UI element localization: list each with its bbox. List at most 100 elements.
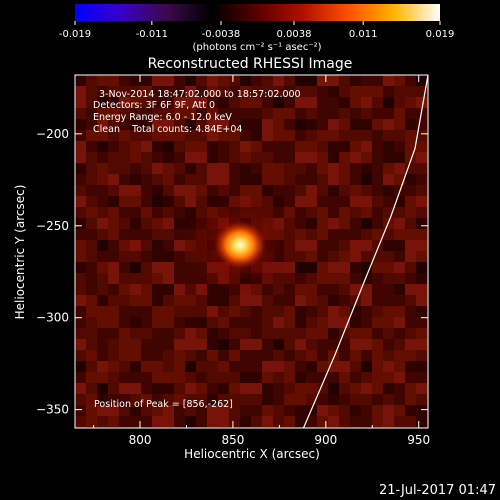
heatmap-cell [185, 262, 196, 273]
heatmap-cell [361, 295, 372, 306]
heatmap-cell [427, 130, 428, 141]
heatmap-cell [328, 185, 339, 196]
heatmap-cell [273, 86, 284, 97]
heatmap-cell [119, 174, 130, 185]
heatmap-cell [383, 361, 394, 372]
heatmap-cell [130, 328, 141, 339]
heatmap-cell [405, 207, 416, 218]
heatmap-cell [163, 218, 174, 229]
heatmap-cell [218, 328, 229, 339]
heatmap-cell [163, 130, 174, 141]
heatmap-cell [75, 163, 86, 174]
plot-frame [74, 74, 429, 429]
heatmap-cell [394, 295, 405, 306]
heatmap-cell [383, 317, 394, 328]
heatmap-cell [295, 405, 306, 416]
heatmap-cell [152, 405, 163, 416]
heatmap-cell [416, 97, 427, 108]
heatmap-cell [218, 185, 229, 196]
heatmap-cell [339, 350, 350, 361]
heatmap-cell [240, 163, 251, 174]
heatmap-cell [284, 394, 295, 405]
heatmap-cell [383, 97, 394, 108]
heatmap-cell [295, 196, 306, 207]
heatmap-cell [163, 416, 174, 427]
heatmap-cell [251, 350, 262, 361]
heatmap-cell [185, 207, 196, 218]
heatmap-cell [240, 394, 251, 405]
heatmap-cell [405, 229, 416, 240]
heatmap-cell [218, 350, 229, 361]
heatmap-cell [152, 328, 163, 339]
heatmap-cell [130, 152, 141, 163]
heatmap-cell [383, 339, 394, 350]
heatmap-cell [163, 350, 174, 361]
heatmap-cell [372, 350, 383, 361]
heatmap-cell [295, 383, 306, 394]
heatmap-cell [350, 273, 361, 284]
heatmap-cell [240, 383, 251, 394]
heatmap-cell [130, 295, 141, 306]
heatmap-cell [108, 251, 119, 262]
heatmap-cell [405, 196, 416, 207]
heatmap-cell [405, 350, 416, 361]
heatmap-cell [317, 174, 328, 185]
heatmap-cell [317, 295, 328, 306]
heatmap-cell [141, 394, 152, 405]
annotation-clean-counts: Clean Total counts: 4.84E+04 [93, 124, 242, 135]
heatmap-cell [273, 174, 284, 185]
heatmap-cell [328, 361, 339, 372]
heatmap-cell [130, 218, 141, 229]
colorbar-unit-label: (photons cm⁻² s⁻¹ asec⁻²) [192, 42, 321, 53]
heatmap-cell [218, 174, 229, 185]
heatmap-cell [262, 339, 273, 350]
heatmap-cell [152, 86, 163, 97]
heatmap-cell [372, 86, 383, 97]
heatmap-cell [163, 273, 174, 284]
heatmap-cell [427, 273, 428, 284]
heatmap-cell [361, 119, 372, 130]
heatmap-cell [240, 416, 251, 427]
heatmap-cell [141, 405, 152, 416]
heatmap-cell [163, 427, 174, 428]
heatmap-cell [427, 284, 428, 295]
heatmap-cell [152, 339, 163, 350]
heatmap-cell [328, 273, 339, 284]
heatmap-cell [240, 306, 251, 317]
heatmap-cell [185, 86, 196, 97]
heatmap-cell [75, 295, 86, 306]
heatmap-cell [97, 262, 108, 273]
y-axis-label: Heliocentric Y (arcsec) [13, 185, 27, 320]
heatmap-cell [108, 317, 119, 328]
heatmap-cell [174, 339, 185, 350]
heatmap-cell [339, 163, 350, 174]
heatmap-cell [372, 405, 383, 416]
heatmap-cell [383, 185, 394, 196]
heatmap-cell [284, 284, 295, 295]
heatmap-cell [306, 163, 317, 174]
heatmap-cell [350, 427, 361, 428]
heatmap-cell [383, 262, 394, 273]
heatmap-cell [108, 427, 119, 428]
heatmap-cell [383, 108, 394, 119]
heatmap-cell [306, 284, 317, 295]
heatmap-cell [328, 383, 339, 394]
heatmap-cell [130, 317, 141, 328]
heatmap-cell [130, 130, 141, 141]
heatmap-cell [394, 262, 405, 273]
heatmap-cell [372, 317, 383, 328]
heatmap-cell [251, 75, 262, 86]
heatmap-cell [262, 196, 273, 207]
heatmap-cell [130, 119, 141, 130]
heatmap-cell [97, 141, 108, 152]
heatmap-cell [152, 196, 163, 207]
chart-title: Reconstructed RHESSI Image [148, 56, 353, 72]
heatmap-cell [262, 350, 273, 361]
heatmap-cell [196, 75, 207, 86]
heatmap-cell [306, 350, 317, 361]
heatmap-cell [394, 196, 405, 207]
heatmap-cell [97, 185, 108, 196]
heatmap-cell [163, 284, 174, 295]
heatmap-cell [152, 174, 163, 185]
